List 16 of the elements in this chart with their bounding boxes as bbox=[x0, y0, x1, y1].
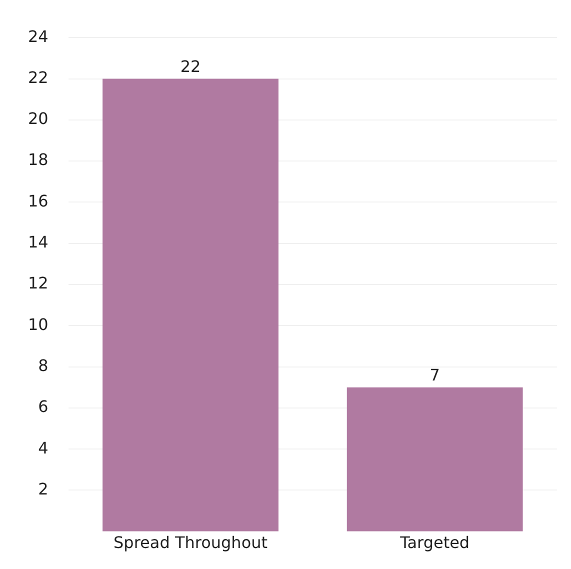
y-tick-label: 12 bbox=[28, 274, 48, 293]
data-label: 7 bbox=[430, 366, 440, 385]
y-tick-label: 2 bbox=[38, 479, 48, 498]
data-label: 22 bbox=[180, 56, 201, 76]
y-tick-label: 22 bbox=[28, 68, 48, 87]
y-tick-label: 18 bbox=[28, 150, 48, 170]
x-tick-label: Spread Throughout bbox=[114, 533, 268, 552]
y-tick-label: 10 bbox=[28, 314, 48, 334]
y-tick-label: 24 bbox=[28, 26, 48, 46]
y-tick-label: 20 bbox=[28, 109, 48, 128]
x-tick-label: Targeted bbox=[399, 533, 470, 552]
y-tick-label: 14 bbox=[28, 232, 48, 252]
y-tick-label: 16 bbox=[28, 191, 48, 210]
y-tick-label: 6 bbox=[38, 397, 48, 416]
y-tick-label: 8 bbox=[38, 356, 48, 375]
y-tick-label: 4 bbox=[38, 438, 48, 458]
